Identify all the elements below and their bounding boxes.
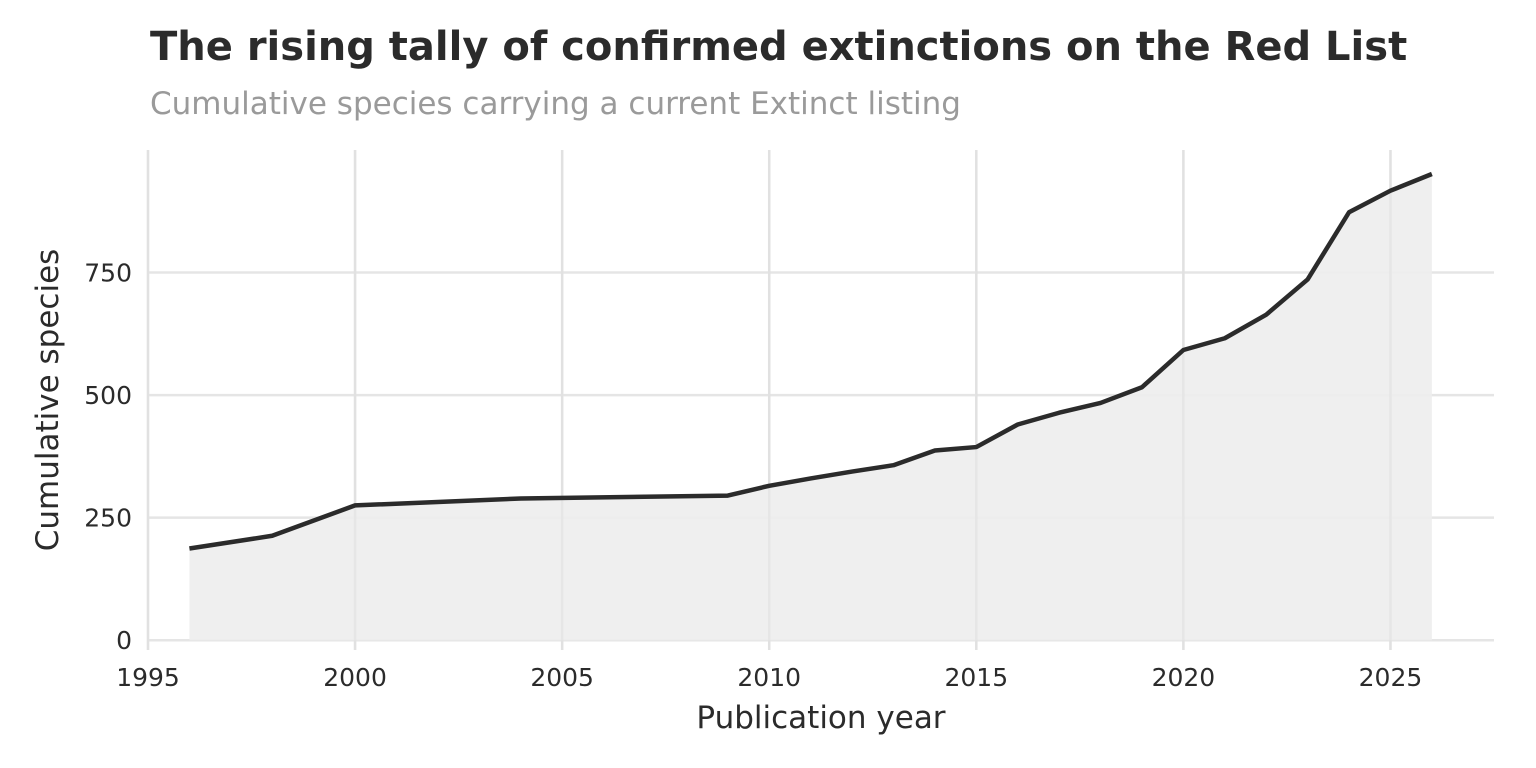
- data-point: [1016, 423, 1020, 427]
- data-point: [1264, 313, 1268, 317]
- x-tick-label: 2000: [323, 663, 387, 692]
- data-point: [726, 494, 730, 498]
- chart-title: The rising tally of confirmed extinction…: [150, 24, 1408, 70]
- data-point: [933, 448, 937, 452]
- y-tick-label: 750: [84, 259, 132, 288]
- data-point: [974, 445, 978, 449]
- data-point: [270, 534, 274, 538]
- x-tick-label: 2005: [530, 663, 594, 692]
- x-axis-label: Publication year: [696, 700, 945, 736]
- data-point: [850, 470, 854, 474]
- chart-subtitle: Cumulative species carrying a current Ex…: [150, 86, 961, 122]
- x-tick-label: 2015: [944, 663, 1008, 692]
- y-tick-label: 250: [84, 504, 132, 533]
- x-tick-label: 2010: [737, 663, 801, 692]
- data-point: [1347, 210, 1351, 214]
- data-point: [519, 497, 523, 501]
- series-line: [189, 171, 1433, 551]
- data-point: [1223, 336, 1227, 340]
- data-point: [1430, 172, 1434, 176]
- y-tick-label: 500: [84, 381, 132, 410]
- data-point: [1057, 411, 1061, 415]
- data-point: [1388, 189, 1392, 193]
- data-point: [187, 547, 191, 551]
- y-tick-label: 0: [116, 626, 132, 655]
- area-fill: [189, 174, 1432, 641]
- data-point: [767, 484, 771, 488]
- data-point: [1181, 348, 1185, 352]
- y-axis-label: Cumulative species: [30, 249, 66, 552]
- data-point: [353, 503, 357, 507]
- data-point: [1140, 385, 1144, 389]
- x-tick-label: 2020: [1152, 663, 1216, 692]
- x-tick-label: 1995: [116, 663, 180, 692]
- x-tick-label: 2025: [1359, 663, 1423, 692]
- data-point: [1306, 277, 1310, 281]
- data-point: [891, 463, 895, 467]
- data-point: [809, 476, 813, 480]
- data-point: [1099, 401, 1103, 405]
